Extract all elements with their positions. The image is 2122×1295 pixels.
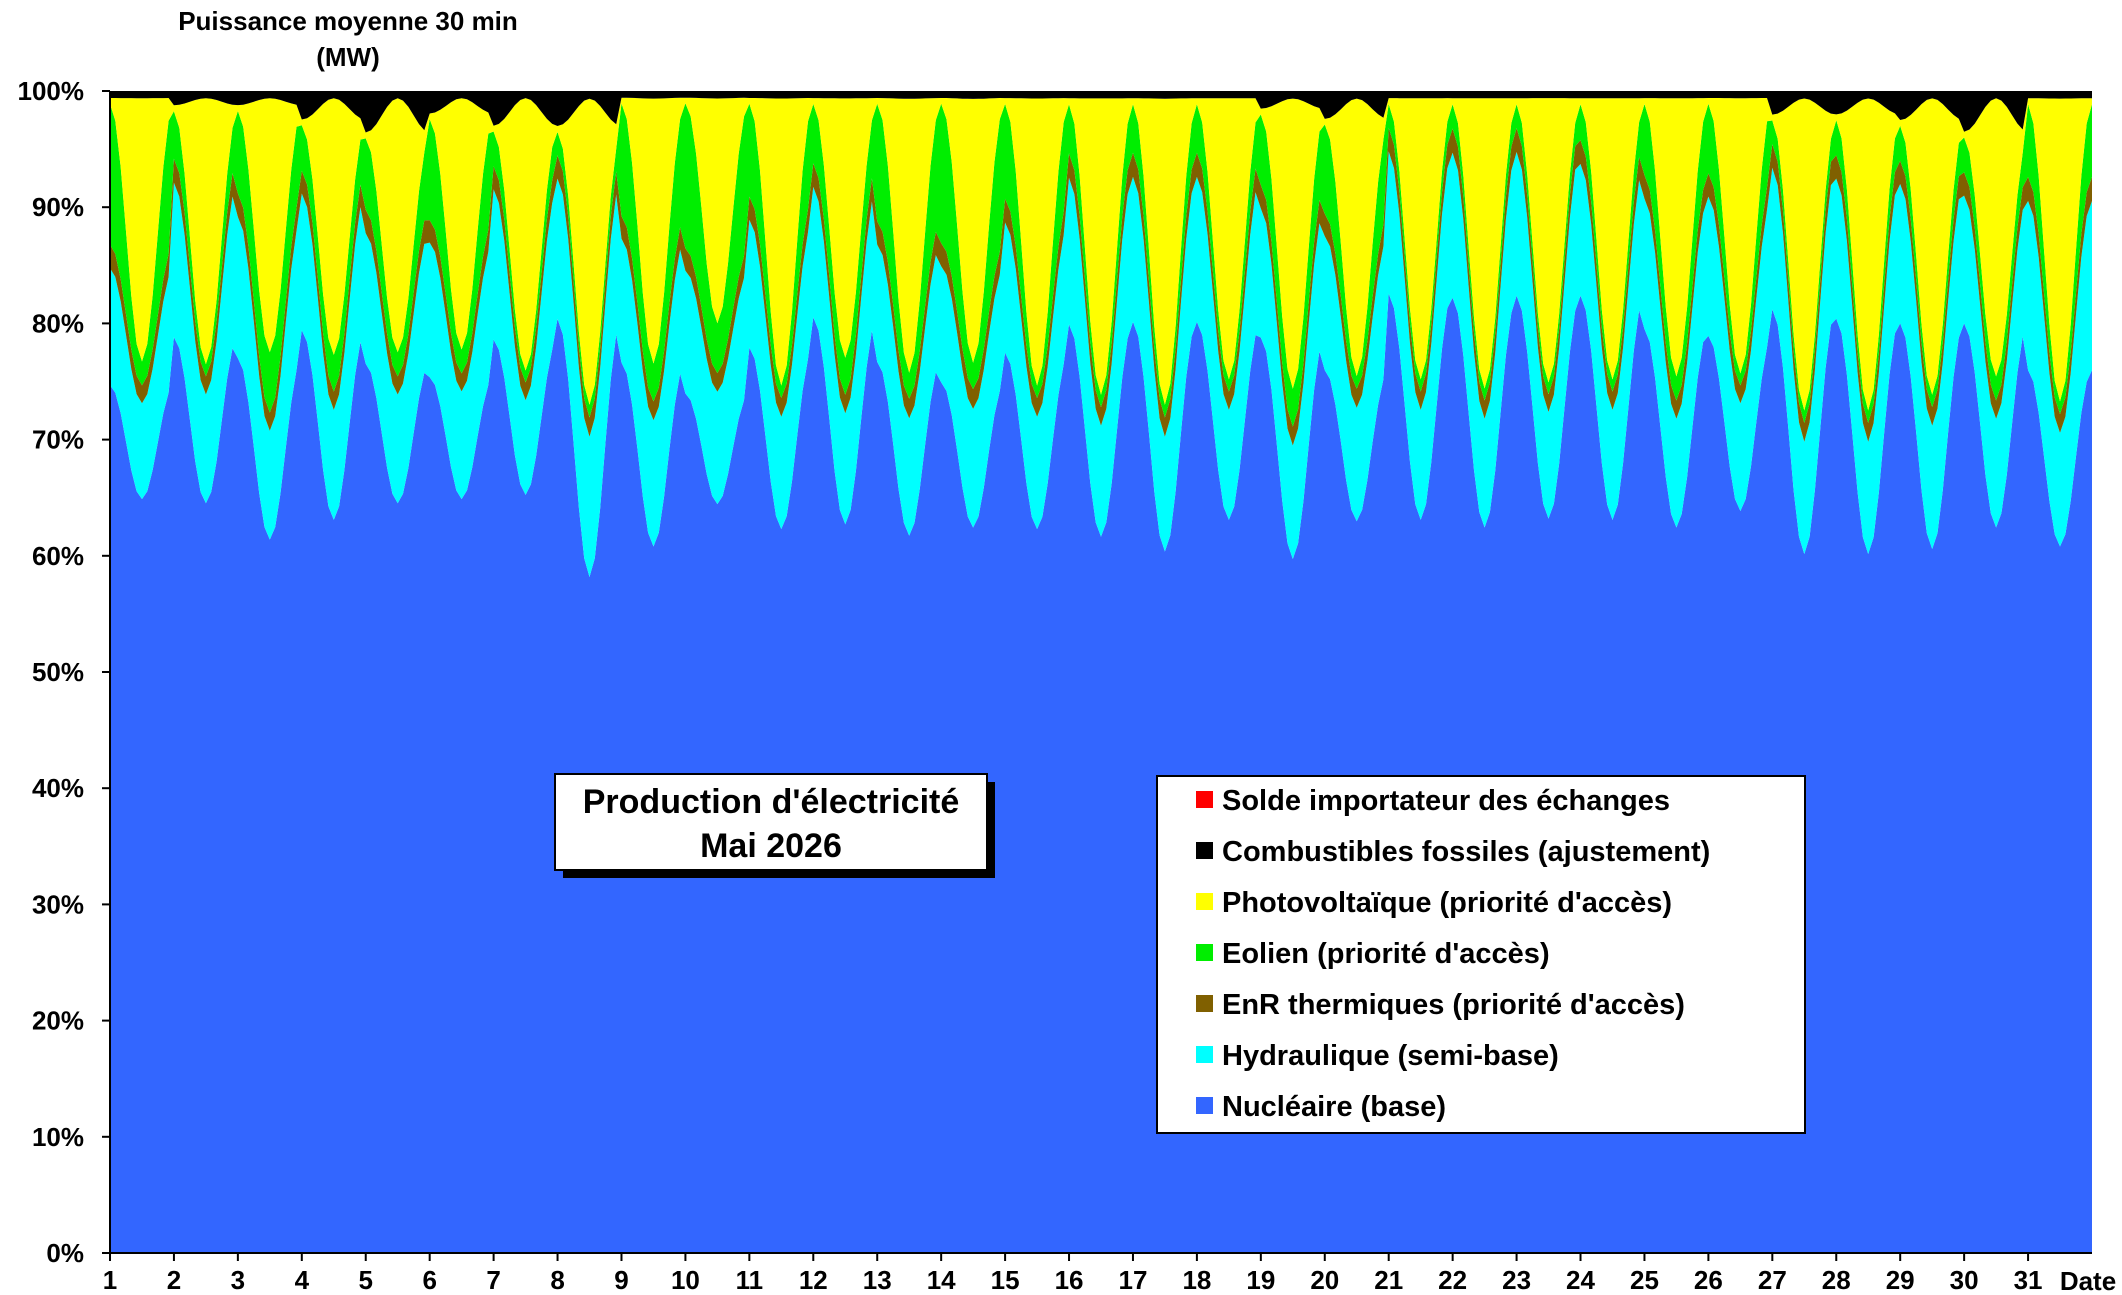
- area-hydraulique-semi-base: [110, 151, 2092, 577]
- legend: Solde importateur des échanges Combustibl…: [1156, 775, 1806, 1134]
- x-tick-label: 22: [1438, 1265, 1467, 1295]
- y-tick-label: 20%: [32, 1006, 84, 1036]
- y-tick-label: 10%: [32, 1122, 84, 1152]
- chart-subtitle: Mai 2026: [700, 827, 842, 865]
- x-tick-label: 5: [359, 1265, 373, 1295]
- legend-swatch: [1196, 944, 1213, 961]
- x-tick-label: 18: [1182, 1265, 1211, 1295]
- x-tick-label: 11: [736, 1265, 764, 1295]
- x-tick-label: 25: [1630, 1265, 1659, 1295]
- legend-swatch: [1196, 791, 1213, 808]
- y-tick-label: 0%: [46, 1238, 84, 1268]
- legend-label: EnR thermiques (priorité d'accès): [1222, 989, 1685, 1021]
- legend-swatch: [1196, 842, 1213, 859]
- y-tick-label: 90%: [32, 192, 84, 222]
- legend-swatch: [1196, 995, 1213, 1012]
- x-tick-label: 3: [231, 1265, 245, 1295]
- x-tick-label: 7: [486, 1265, 500, 1295]
- y-tick-label: 60%: [32, 541, 84, 571]
- x-tick-label: 20: [1310, 1265, 1339, 1295]
- x-axis-title: Date: [2060, 1266, 2116, 1295]
- x-tick-labels: 1 2 3 4 5 6 7 8 9 10 11 12 13 14 15 16 17 18 19 20 21 22 23 24 2…: [103, 1253, 2043, 1295]
- x-tick-label: 9: [614, 1265, 628, 1295]
- x-tick-label: 21: [1374, 1265, 1403, 1295]
- y-tick-label: 70%: [32, 425, 84, 455]
- x-tick-label: 12: [799, 1265, 828, 1295]
- y-tick-labels: 0% 10% 20% 30% 40% 50% 60% 70% 80% 90% 100%: [18, 76, 110, 1268]
- legend-label: Combustibles fossiles (ajustement): [1222, 836, 1710, 868]
- y-axis-unit: (MW): [316, 42, 380, 72]
- legend-label: Eolien (priorité d'accès): [1222, 938, 1550, 970]
- x-tick-label: 26: [1694, 1265, 1723, 1295]
- title-box-frame: [554, 773, 988, 871]
- legend-label: Nucléaire (base): [1222, 1091, 1446, 1123]
- y-tick-label: 80%: [32, 308, 84, 338]
- x-tick-label: 16: [1055, 1265, 1084, 1295]
- x-tick-label: 15: [991, 1265, 1020, 1295]
- x-tick-label: 30: [1950, 1265, 1979, 1295]
- legend-swatch: [1196, 1097, 1213, 1114]
- legend-label: Photovoltaïque (priorité d'accès): [1222, 887, 1672, 919]
- x-tick-label: 8: [550, 1265, 564, 1295]
- chart-title-box: Production d'électricité Mai 2026: [554, 773, 995, 878]
- x-tick-label: 31: [2014, 1265, 2043, 1295]
- y-tick-label: 50%: [32, 657, 84, 687]
- x-tick-label: 28: [1822, 1265, 1851, 1295]
- x-tick-label: 27: [1758, 1265, 1787, 1295]
- x-tick-label: 2: [167, 1265, 181, 1295]
- x-tick-label: 19: [1246, 1265, 1275, 1295]
- legend-swatch: [1196, 893, 1213, 910]
- y-tick-label: 40%: [32, 773, 84, 803]
- y-tick-label: 30%: [32, 889, 84, 919]
- x-tick-label: 13: [863, 1265, 892, 1295]
- x-tick-label: 4: [295, 1265, 310, 1295]
- legend-frame: [1156, 775, 1806, 1134]
- legend-label: Hydraulique (semi-base): [1222, 1040, 1559, 1072]
- area-combustibles-fossiles-ajustement: [110, 91, 2092, 133]
- legend-label: Solde importateur des échanges: [1222, 785, 1670, 817]
- y-tick-label: 100%: [18, 76, 85, 106]
- x-tick-label: 23: [1502, 1265, 1531, 1295]
- x-tick-label: 10: [671, 1265, 700, 1295]
- x-tick-label: 14: [927, 1265, 956, 1295]
- x-tick-label: 24: [1566, 1265, 1595, 1295]
- x-tick-label: 17: [1119, 1265, 1148, 1295]
- x-tick-label: 29: [1886, 1265, 1915, 1295]
- x-tick-label: 1: [103, 1265, 117, 1295]
- x-tick-label: 6: [422, 1265, 436, 1295]
- area-photovolta-que-priorit-d-acc-s: [110, 97, 2092, 411]
- y-axis-title: Puissance moyenne 30 min: [178, 6, 518, 36]
- legend-swatch: [1196, 1046, 1213, 1063]
- chart-title: Production d'électricité: [583, 783, 960, 821]
